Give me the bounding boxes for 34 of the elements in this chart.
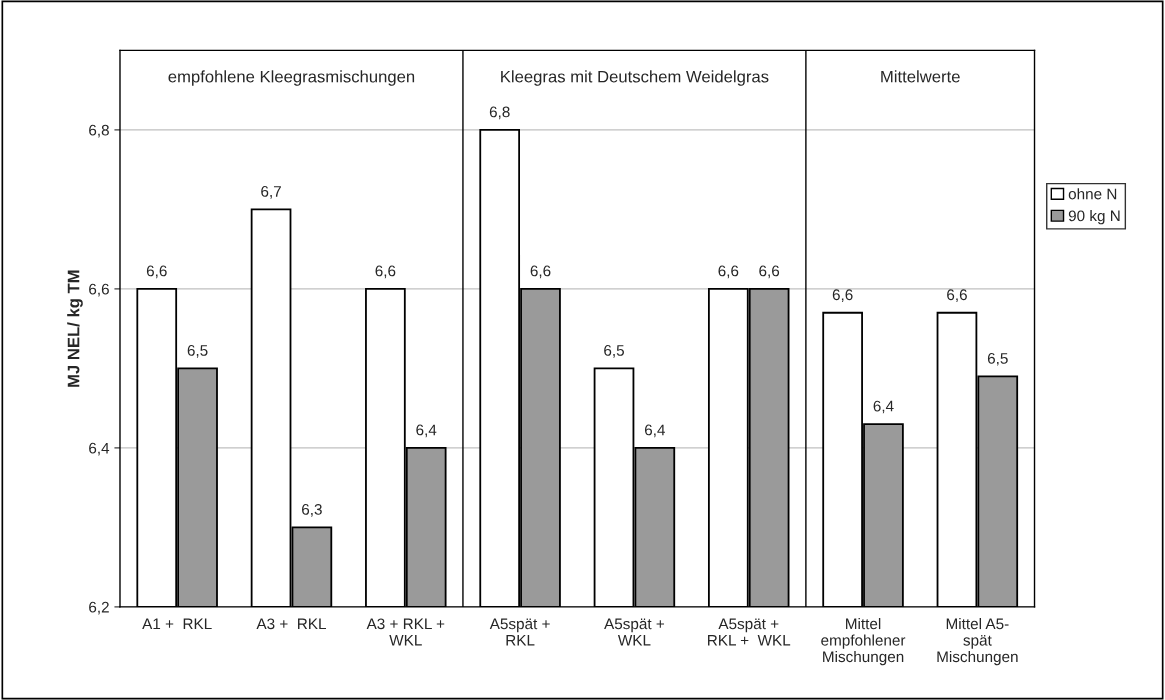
y-axis-title: MJ NEL/ kg TM	[67, 270, 83, 387]
legend-label: ohne N	[1068, 188, 1117, 200]
data-label: 6,6	[947, 289, 967, 302]
y-tick-label: 6,8	[89, 124, 109, 138]
data-label: 6,7	[261, 186, 281, 199]
data-label: 6,5	[987, 352, 1008, 366]
y-tick-label: 6,6	[89, 283, 109, 297]
annotation: empfohlene Kleegrasmischungen	[168, 70, 415, 86]
x-tick-label: A3 + RKL	[256, 618, 326, 630]
data-label: 6,6	[375, 265, 396, 279]
y-tick-label: 6,4	[89, 442, 110, 456]
data-label: 6,6	[718, 265, 739, 279]
legend-label: 90 kg N	[1068, 210, 1120, 225]
annotation: Mittelwerte	[881, 70, 960, 83]
x-tick-label: A5spät + RKL + WKL	[708, 618, 791, 646]
data-label: 6,4	[644, 424, 665, 438]
data-label: 6,5	[187, 345, 208, 358]
data-label: 6,4	[416, 424, 437, 438]
data-label: 6,8	[489, 106, 510, 120]
data-label: 6,5	[604, 345, 624, 358]
x-tick-label: Mittel A5- spät Mischungen	[937, 618, 1018, 666]
data-label: 6,3	[302, 504, 322, 517]
x-tick-label: A3 + RKL + WKL	[366, 618, 445, 646]
y-tick-label: 6,2	[89, 601, 109, 615]
data-label: 6,6	[530, 265, 551, 279]
x-tick-label: A1 + RKL	[142, 618, 212, 630]
data-label: 6,6	[832, 289, 853, 302]
data-label: 6,6	[759, 265, 780, 279]
x-tick-label: A5spät + WKL	[604, 618, 665, 646]
data-label: 6,4	[873, 400, 894, 414]
annotation: Kleegras mit Deutschem Weidelgras	[501, 70, 769, 86]
x-tick-label: A5spät + RKL	[489, 618, 550, 646]
x-tick-label: Mittel empfohlener Mischungen	[821, 618, 906, 666]
data-label: 6,6	[146, 265, 167, 279]
